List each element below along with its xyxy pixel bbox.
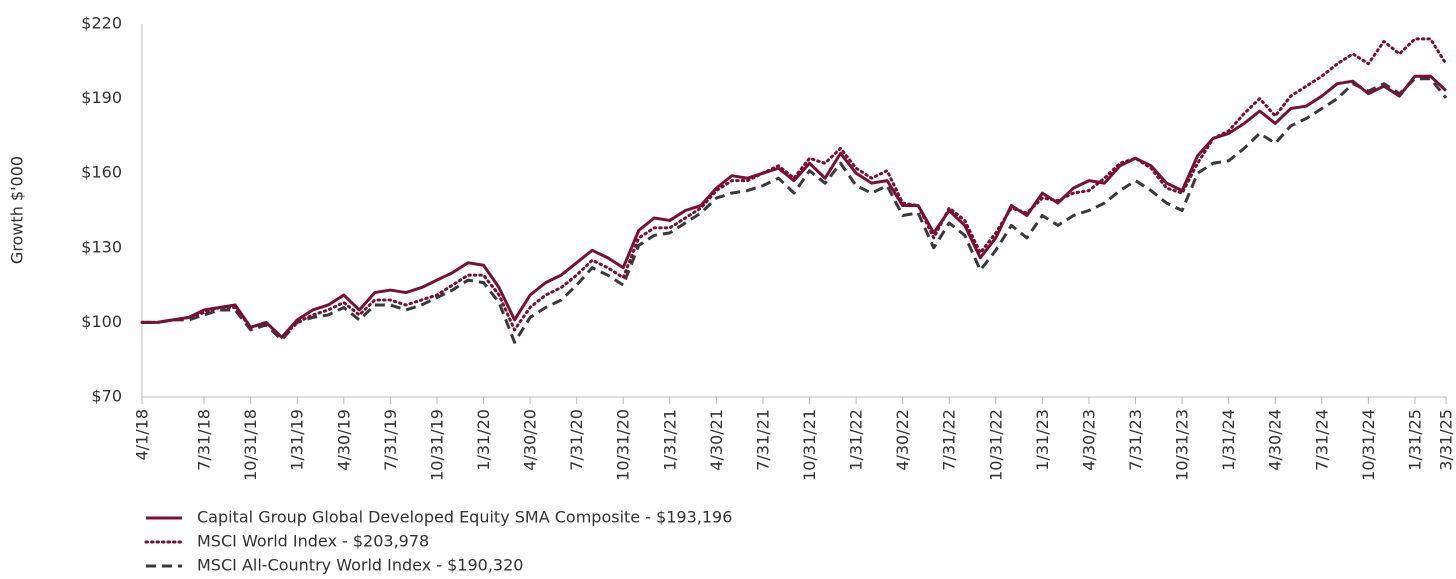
y-tick-label: $70 — [91, 387, 122, 406]
y-tick-label: $190 — [81, 88, 122, 107]
y-tick-label: $160 — [81, 163, 122, 182]
x-tick-label: 7/31/23 — [1126, 409, 1145, 471]
x-tick-label: 4/1/18 — [133, 409, 152, 461]
x-tick-label: 4/30/21 — [707, 409, 726, 471]
y-tick-label: $130 — [81, 237, 122, 256]
x-tick-label: 10/31/24 — [1359, 409, 1378, 481]
y-axis-label: Growth $'000 — [8, 156, 27, 264]
x-tick-label: 1/31/22 — [847, 409, 866, 471]
x-tick-label: 1/31/23 — [1033, 409, 1052, 471]
series-line — [142, 74, 1448, 339]
x-tick-label: 1/31/19 — [288, 409, 307, 471]
series-line — [140, 37, 1448, 339]
x-tick-label: 4/30/23 — [1079, 409, 1098, 471]
x-tick-label: 7/31/19 — [381, 409, 400, 471]
legend-label: MSCI World Index - $203,978 — [197, 532, 429, 551]
x-tick-label: 7/31/18 — [195, 409, 214, 471]
x-tick-label: 4/30/19 — [334, 409, 353, 471]
legend-label: Capital Group Global Developed Equity SM… — [197, 508, 732, 527]
y-tick-label: $100 — [81, 312, 122, 331]
x-tick-label: 7/31/22 — [940, 409, 959, 471]
x-tick-label: 10/31/18 — [241, 409, 260, 481]
x-tick-label: 3/31/25 — [1437, 409, 1456, 471]
x-tick-label: 4/30/22 — [893, 409, 912, 471]
x-tick-label: 10/31/22 — [986, 409, 1005, 481]
y-tick-label: $220 — [81, 14, 122, 33]
x-tick-label: 1/31/21 — [660, 409, 679, 471]
x-tick-label: 1/31/25 — [1405, 409, 1424, 471]
x-tick-label: 10/31/19 — [427, 409, 446, 481]
x-tick-label: 4/30/24 — [1266, 409, 1285, 471]
x-tick-label: 7/31/24 — [1312, 409, 1331, 471]
series-line — [142, 77, 1448, 344]
x-tick-label: 10/31/23 — [1173, 409, 1192, 481]
x-tick-label: 7/31/20 — [567, 409, 586, 471]
x-tick-label: 1/31/20 — [474, 409, 493, 471]
x-tick-label: 10/31/20 — [614, 409, 633, 481]
x-tick-label: 10/31/21 — [800, 409, 819, 481]
x-tick-label: 4/30/20 — [521, 409, 540, 471]
x-tick-label: 1/31/24 — [1219, 409, 1238, 471]
legend-label: MSCI All-Country World Index - $190,320 — [197, 556, 523, 575]
x-tick-label: 7/31/21 — [753, 409, 772, 471]
